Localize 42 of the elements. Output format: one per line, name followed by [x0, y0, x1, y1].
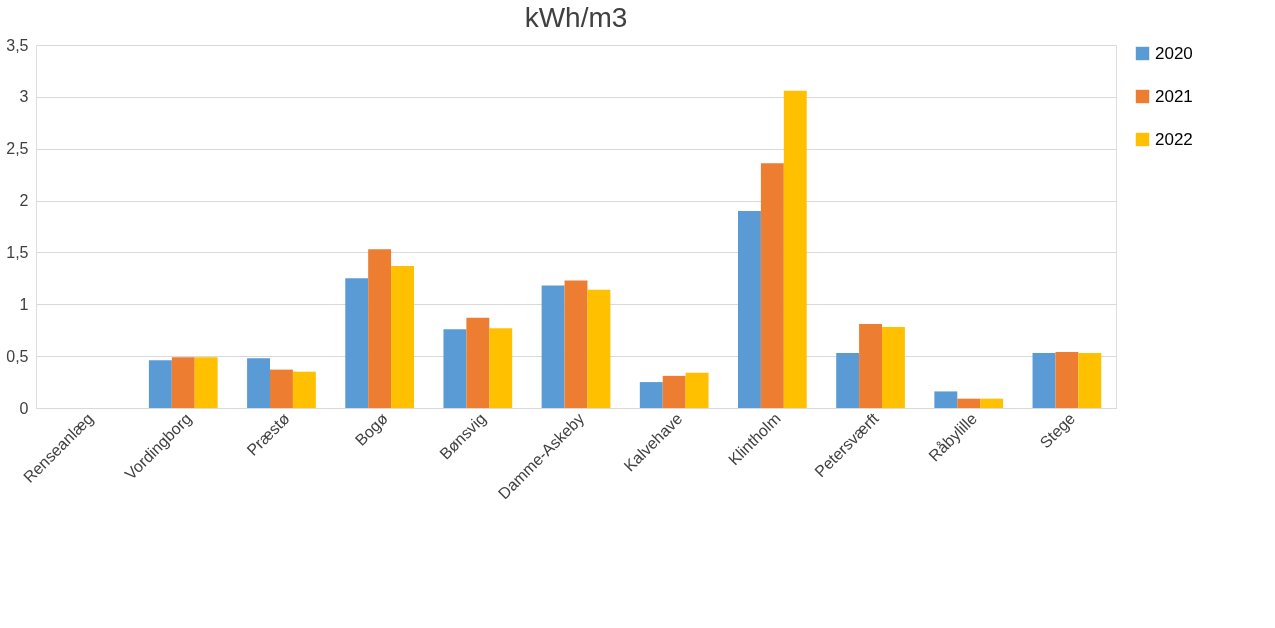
bar [587, 289, 611, 408]
bar [859, 323, 882, 408]
y-tick-label: 2 [19, 192, 29, 210]
y-tick-label: 3,5 [6, 36, 29, 54]
bar [148, 360, 172, 408]
bar [980, 398, 1004, 408]
bar [738, 210, 761, 408]
bar [882, 327, 905, 408]
bar [489, 328, 513, 408]
legend-label: 2021 [1155, 86, 1193, 106]
bar [934, 391, 958, 408]
bar [466, 317, 490, 408]
y-tick-label: 2,5 [6, 140, 29, 158]
bar [639, 382, 663, 408]
y-tick-label: 0 [19, 399, 29, 417]
y-tick-label: 1,5 [6, 243, 29, 261]
bar [783, 90, 807, 408]
bar [760, 163, 784, 408]
bar [247, 358, 270, 408]
bar [171, 357, 195, 408]
y-tick-label: 1 [19, 295, 29, 313]
bar [1078, 353, 1102, 408]
bar [957, 398, 981, 408]
bar [662, 375, 686, 408]
bar [194, 357, 218, 408]
bar [564, 280, 588, 408]
legend-label: 2022 [1155, 129, 1193, 149]
bar [345, 278, 369, 408]
bar [1055, 351, 1079, 408]
bar [270, 369, 293, 408]
bar [391, 265, 414, 408]
bar [368, 249, 392, 408]
bar [443, 329, 467, 408]
legend-label: 2020 [1155, 43, 1193, 63]
bar [541, 285, 565, 408]
bar [685, 372, 709, 408]
bar [292, 371, 316, 408]
y-tick-label: 3 [19, 88, 29, 106]
y-tick-label: 0,5 [6, 347, 29, 365]
chart-title: kWh/m3 [524, 2, 628, 33]
bar [836, 353, 860, 408]
bar [1032, 353, 1056, 408]
